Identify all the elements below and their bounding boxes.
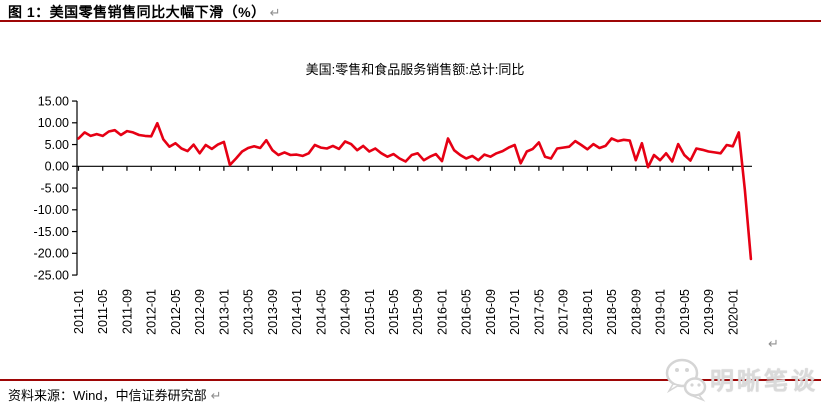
x-axis-tick-label: 2019-01 <box>654 289 668 335</box>
x-axis-tick-label: 2019-05 <box>678 289 692 335</box>
x-axis-tick-label: 2012-09 <box>193 289 207 335</box>
x-axis-tick-label: 2018-01 <box>581 289 595 335</box>
x-axis-tick-label: 2017-09 <box>557 289 571 335</box>
x-axis-tick-label: 2015-05 <box>387 289 401 335</box>
watermark-text: 明晰笔谈 <box>710 368 818 395</box>
y-axis-tick-label: 15.00 <box>38 94 69 108</box>
y-axis-tick-label: 5.00 <box>45 138 69 152</box>
y-axis-tick-label: -5.00 <box>41 181 70 195</box>
y-axis-tick-label: -15.00 <box>34 225 69 239</box>
x-axis-tick-label: 2014-09 <box>339 289 353 335</box>
x-axis-tick-label: 2015-01 <box>363 289 377 335</box>
y-axis-tick-label: 10.00 <box>38 116 69 130</box>
source-note-text: 资料来源：Wind，中信证券研究部 <box>8 388 207 403</box>
x-axis-tick-label: 2016-01 <box>435 289 449 335</box>
x-axis-tick-label: 2012-05 <box>169 289 183 335</box>
y-axis-tick-label: -20.00 <box>34 247 69 261</box>
x-axis-tick-label: 2011-01 <box>72 289 86 334</box>
x-axis-tick-label: 2019-09 <box>702 289 716 335</box>
footer-rule <box>0 379 821 381</box>
x-axis-tick-label: 2020-01 <box>726 289 740 335</box>
x-axis-tick-label: 2015-09 <box>411 289 425 335</box>
chart-title: 美国:零售和食品服务销售额:总计:同比 <box>305 62 525 77</box>
x-axis-tick-label: 2013-01 <box>217 289 231 335</box>
x-axis-tick-label: 2011-09 <box>120 289 134 334</box>
paragraph-return-icon: ↵ <box>210 388 222 403</box>
figure-caption-text: 图 1：美国零售销售同比大幅下滑（%） <box>8 4 266 20</box>
watermark: 明晰笔谈 <box>648 354 815 402</box>
x-axis-tick-label: 2014-01 <box>290 289 304 335</box>
y-axis-tick-label: -25.00 <box>34 268 69 282</box>
paragraph-return-icon: ↵ <box>768 336 779 351</box>
data-series-line <box>77 121 753 261</box>
x-axis-tick-label: 2016-05 <box>460 289 474 335</box>
x-axis-tick-label: 2016-09 <box>484 289 498 335</box>
x-axis-tick-label: 2013-05 <box>242 289 256 335</box>
x-axis-tick-label: 2017-05 <box>532 289 546 335</box>
header-rule <box>0 20 821 22</box>
y-axis-tick-label: -10.00 <box>34 203 69 217</box>
paragraph-return-icon: ↵ <box>269 5 282 20</box>
x-axis-tick-label: 2012-01 <box>145 289 159 335</box>
figure-caption: 图 1：美国零售销售同比大幅下滑（%） ↵ <box>8 2 281 22</box>
x-axis-tick-label: 2018-05 <box>605 289 619 335</box>
source-note: 资料来源：Wind，中信证券研究部 ↵ <box>8 385 222 404</box>
y-axis-tick-label: 0.00 <box>45 160 69 174</box>
x-axis-tick-label: 2011-05 <box>96 289 110 334</box>
x-axis-tick-label: 2014-05 <box>314 289 328 335</box>
x-axis-tick-label: 2013-09 <box>266 289 280 335</box>
x-axis-tick-label: 2018-09 <box>629 289 643 335</box>
x-axis-tick-label: 2017-01 <box>508 289 522 335</box>
wechat-bubbles-icon <box>665 358 707 402</box>
